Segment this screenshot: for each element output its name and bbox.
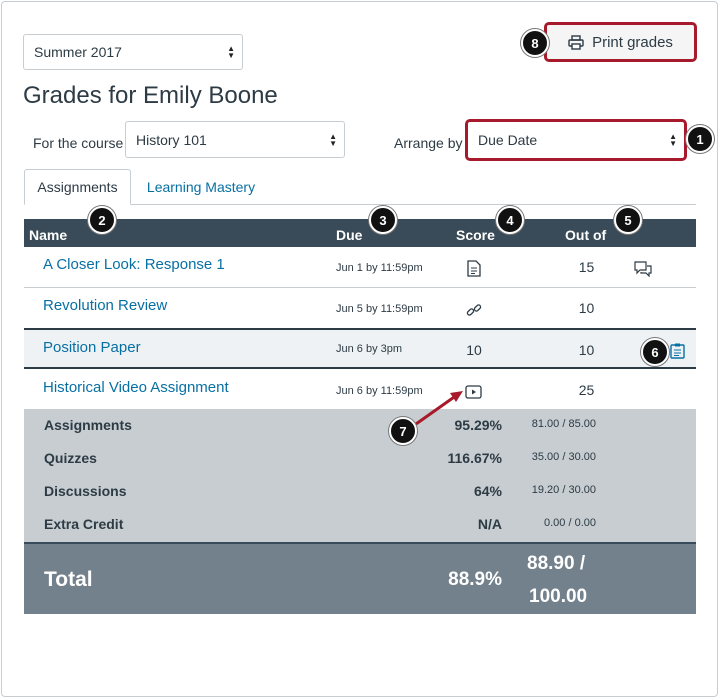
arrange-select[interactable]: Due Date ▲ ▼ xyxy=(465,119,687,161)
callout-badge-2: 2 xyxy=(88,206,116,234)
group-percent: 95.29% xyxy=(454,417,502,433)
score-value: 10 xyxy=(466,342,482,358)
printer-icon xyxy=(568,34,584,50)
summary-row: Discussions 64% 19.20 / 30.00 xyxy=(24,479,696,503)
arrange-label: Arrange by xyxy=(394,135,463,151)
table-row: A Closer Look: Response 1 Jun 1 by 11:59… xyxy=(24,247,696,288)
due-date: Jun 5 by 11:59pm xyxy=(336,303,423,315)
group-points: 35.00 / 30.00 xyxy=(531,451,596,463)
group-percent: 64% xyxy=(473,483,502,499)
tab-assignments[interactable]: Assignments xyxy=(24,169,131,205)
callout-badge-5: 5 xyxy=(614,206,642,234)
group-name: Extra Credit xyxy=(44,516,124,532)
comments-icon[interactable] xyxy=(634,261,652,277)
term-select[interactable]: Summer 2017 ▲ ▼ xyxy=(23,34,243,70)
summary-row: Quizzes 116.67% 35.00 / 30.00 xyxy=(24,446,696,470)
print-grades-button[interactable]: Print grades xyxy=(547,25,694,59)
arrange-select-value: Due Date xyxy=(478,132,538,148)
points-possible: 25 xyxy=(578,382,595,398)
select-arrows-icon: ▲ ▼ xyxy=(227,44,235,60)
header-name[interactable]: Name xyxy=(29,227,68,243)
total-row: Total 88.9% 88.90 / 100.00 xyxy=(24,542,696,614)
select-arrows-icon: ▲ ▼ xyxy=(669,132,677,148)
tabs-baseline xyxy=(24,204,696,205)
assignment-link[interactable]: A Closer Look: Response 1 xyxy=(43,256,225,273)
header-due[interactable]: Due xyxy=(336,227,363,243)
callout-badge-7: 7 xyxy=(389,417,417,445)
summary-row: Assignments 95.29% 81.00 / 85.00 xyxy=(24,413,696,437)
tab-learning-mastery[interactable]: Learning Mastery xyxy=(137,169,265,205)
callout-badge-4: 4 xyxy=(496,206,524,234)
select-arrows-icon: ▲ ▼ xyxy=(329,131,337,148)
print-button-highlight: Print grades xyxy=(544,22,697,62)
course-select[interactable]: History 101 ▲ ▼ xyxy=(125,121,345,158)
due-date: Jun 6 by 3pm xyxy=(336,343,403,355)
group-totals: Assignments 95.29% 81.00 / 85.00 Quizzes… xyxy=(24,409,696,542)
points-possible: 10 xyxy=(578,300,595,316)
callout-badge-8: 8 xyxy=(521,29,549,57)
callout-badge-6: 6 xyxy=(641,338,669,366)
group-points: 19.20 / 30.00 xyxy=(531,484,596,496)
table-row: Revolution Review Jun 5 by 11:59pm 10 xyxy=(24,288,696,329)
course-label: For the course xyxy=(33,135,124,151)
header-score[interactable]: Score xyxy=(456,227,495,243)
callout-badge-3: 3 xyxy=(369,206,397,234)
total-percent: 88.9% xyxy=(448,569,502,590)
group-points: 0.00 / 0.00 xyxy=(544,517,596,529)
due-date: Jun 1 by 11:59pm xyxy=(336,262,423,274)
group-name: Quizzes xyxy=(44,450,97,466)
tab-learning-mastery-label: Learning Mastery xyxy=(146,179,256,195)
tab-assignments-label: Assignments xyxy=(37,179,118,195)
course-select-value: History 101 xyxy=(136,131,207,148)
table-header: Name Due Score Out of xyxy=(24,219,696,247)
total-points-line2: 100.00 xyxy=(529,586,588,607)
video-icon[interactable] xyxy=(465,385,482,399)
document-icon[interactable] xyxy=(467,260,481,277)
table-row: Historical Video Assignment Jun 6 by 11:… xyxy=(24,370,696,411)
summary-row: Extra Credit N/A 0.00 / 0.00 xyxy=(24,512,696,536)
page-title: Grades for Emily Boone xyxy=(23,82,278,109)
term-select-value: Summer 2017 xyxy=(34,44,122,60)
total-points-line1: 88.90 / xyxy=(527,553,586,574)
callout-badge-1: 1 xyxy=(686,125,714,153)
group-name: Discussions xyxy=(44,483,127,499)
rubric-icon[interactable] xyxy=(670,343,685,359)
header-out-of[interactable]: Out of xyxy=(565,227,607,243)
assignment-link[interactable]: Revolution Review xyxy=(43,297,168,314)
group-percent: N/A xyxy=(477,516,502,532)
group-name: Assignments xyxy=(44,417,132,433)
group-percent: 116.67% xyxy=(447,450,503,466)
points-possible: 15 xyxy=(578,259,595,275)
points-possible: 10 xyxy=(578,342,595,358)
callout-arrow xyxy=(415,391,463,426)
link-icon[interactable] xyxy=(466,302,482,318)
assignment-link[interactable]: Historical Video Assignment xyxy=(43,379,229,396)
total-label: Total xyxy=(44,568,93,591)
due-date: Jun 6 by 11:59pm xyxy=(336,385,423,397)
print-grades-label: Print grades xyxy=(592,33,673,51)
assignment-link[interactable]: Position Paper xyxy=(43,339,141,356)
group-points: 81.00 / 85.00 xyxy=(531,418,596,430)
table-row: Position Paper Jun 6 by 3pm 10 10 xyxy=(24,328,696,369)
